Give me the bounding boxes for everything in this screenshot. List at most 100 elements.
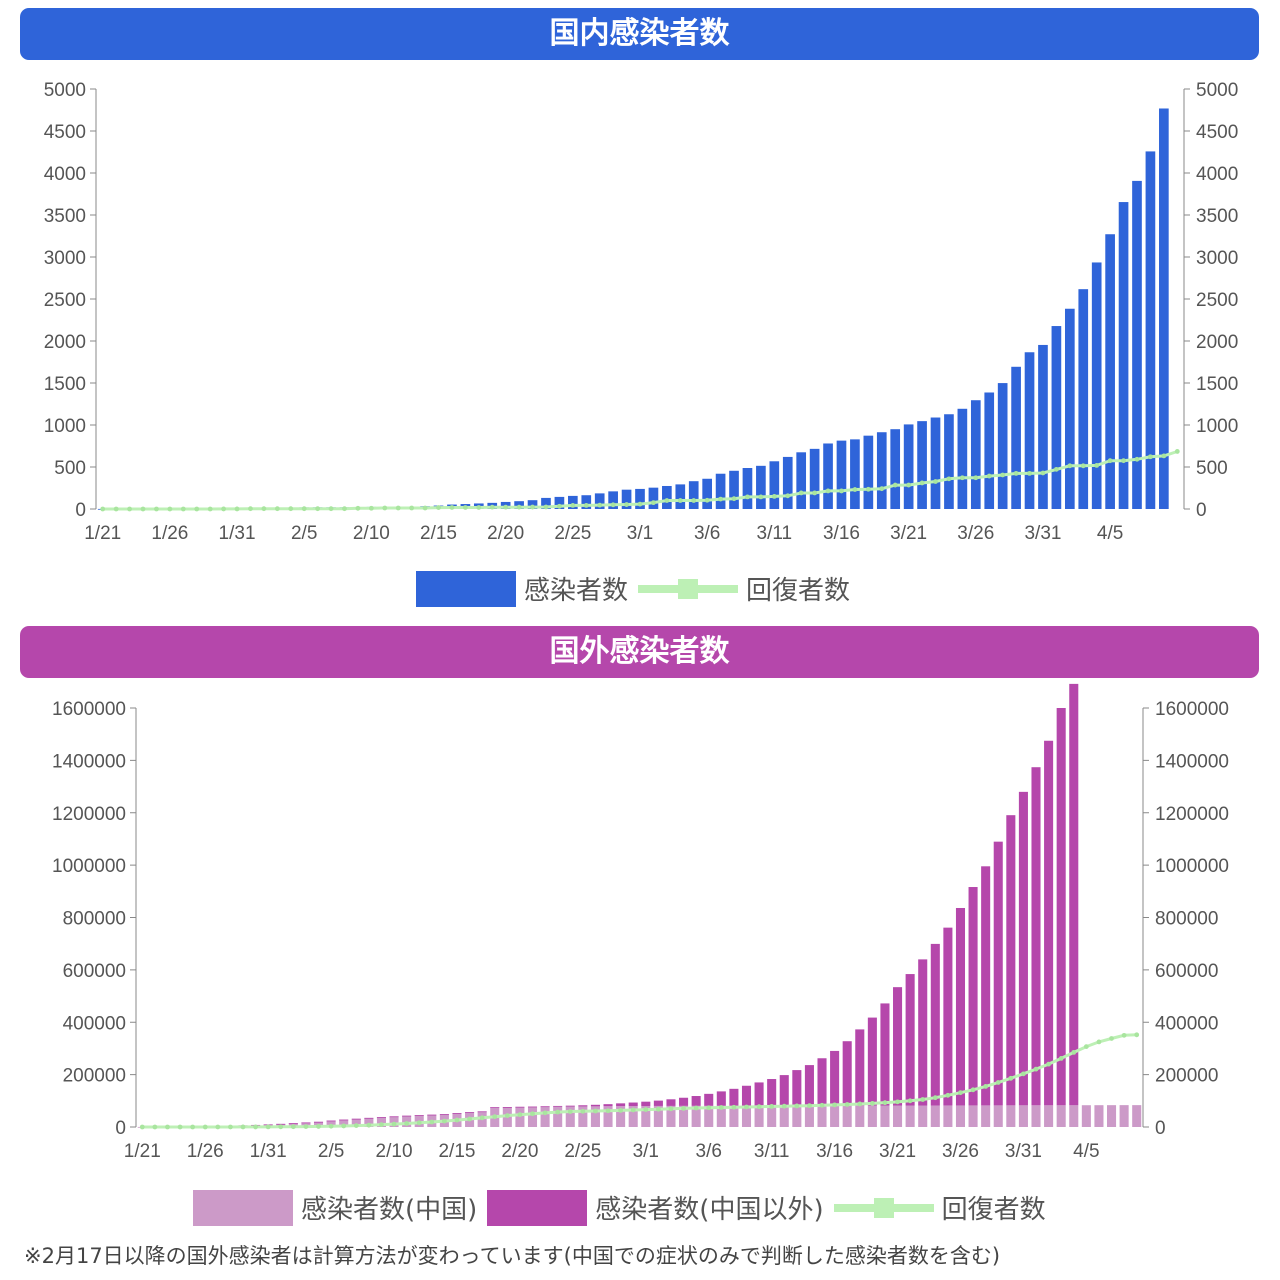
- international-bar-0-73: [1056, 1105, 1066, 1127]
- international-recovered-point-3: [177, 1124, 183, 1130]
- domestic-bar-0-32: [527, 500, 538, 509]
- international-bar-0-74: [1069, 1105, 1079, 1127]
- international-bar-1-64: [943, 927, 953, 1106]
- domestic-recovered-point-13: [274, 506, 280, 512]
- domestic-recovered-point-14: [288, 506, 294, 512]
- domestic-recovered-point-38: [610, 502, 616, 508]
- international-bar-0-68: [993, 1105, 1003, 1127]
- international-bar-1-36: [590, 1104, 600, 1107]
- domestic-recovered-point-7: [194, 506, 200, 512]
- domestic-recovered-point-1: [113, 506, 119, 512]
- international-chart-title: 国外感染者数: [20, 626, 1259, 678]
- domestic-bar-0-33: [541, 497, 551, 509]
- international-bar-1-21: [402, 1115, 412, 1117]
- domestic-bar-0-37: [594, 493, 605, 509]
- domestic-recovered-point-27: [462, 505, 468, 510]
- international-recovered-point-30: [517, 1112, 523, 1118]
- international-recovered-point-18: [366, 1122, 372, 1128]
- domestic-bar-0-51: [782, 456, 793, 509]
- international-bar-0-37: [603, 1106, 613, 1127]
- legend-swatch-china[interactable]: [193, 1189, 293, 1226]
- international-recovered-point-1: [152, 1124, 158, 1130]
- international-recovered-point-76: [1096, 1039, 1102, 1045]
- international-bar-0-50: [767, 1105, 777, 1127]
- domestic-recovered-point-53: [812, 490, 818, 496]
- international-recovered-point-41: [655, 1106, 661, 1112]
- international-y-tick-label-right: 0: [1155, 1118, 1166, 1139]
- domestic-x-tick-label: 4/5: [1097, 523, 1123, 544]
- domestic-recovered-point-10: [234, 506, 240, 512]
- international-bar-1-14: [313, 1121, 324, 1123]
- international-bar-0-62: [918, 1105, 928, 1127]
- international-bar-1-65: [955, 907, 966, 1106]
- international-y-tick-label-left: 600000: [63, 961, 126, 982]
- international-recovered-point-61: [907, 1098, 913, 1104]
- international-bar-1-60: [893, 987, 903, 1106]
- international-bar-0-42: [666, 1105, 676, 1127]
- international-recovered-point-69: [1008, 1075, 1014, 1081]
- international-recovered-point-52: [794, 1103, 800, 1109]
- domestic-x-tick-label: 1/26: [151, 523, 188, 544]
- domestic-recovered-point-36: [583, 502, 589, 508]
- domestic-x-tick-label: 2/15: [420, 523, 457, 544]
- domestic-recovered-point-59: [892, 482, 898, 488]
- legend-swatch-cases[interactable]: [416, 570, 516, 607]
- domestic-y-tick-label-left: 5000: [44, 80, 86, 101]
- international-bar-0-64: [943, 1105, 953, 1127]
- domestic-y-tick-label-right: 5000: [1196, 80, 1238, 101]
- domestic-recovered-point-8: [207, 506, 213, 512]
- legend-swatch-outside-china[interactable]: [487, 1189, 588, 1226]
- domestic-recovered-point-75: [1107, 458, 1113, 464]
- international-bar-0-72: [1044, 1105, 1054, 1127]
- international-x-tick-label: 3/21: [879, 1141, 916, 1162]
- domestic-recovered-point-28: [476, 505, 482, 510]
- international-bar-1-24: [439, 1114, 449, 1115]
- legend-swatch-recovered-intl[interactable]: [833, 1190, 934, 1226]
- domestic-bar-0-42: [662, 485, 672, 509]
- domestic-bar-0-57: [863, 435, 874, 509]
- international-y-tick-label-right: 1200000: [1155, 804, 1229, 825]
- international-bar-1-47: [729, 1088, 739, 1106]
- international-bar-1-16: [339, 1119, 349, 1121]
- international-bar-0-18: [364, 1117, 374, 1127]
- international-bar-1-17: [351, 1118, 361, 1120]
- international-recovered-point-25: [454, 1117, 460, 1123]
- international-recovered-point-10: [265, 1124, 271, 1130]
- domestic-bar-0-63: [944, 414, 954, 509]
- domestic-bar-0-65: [970, 400, 981, 509]
- international-recovered-point-54: [819, 1102, 825, 1108]
- domestic-x-tick-label: 3/31: [1024, 523, 1061, 544]
- domestic-bar-0-34: [554, 496, 565, 509]
- international-bar-1-38: [616, 1103, 626, 1107]
- domestic-bar-0-43: [675, 484, 686, 509]
- international-bar-0-66: [968, 1105, 978, 1127]
- international-recovered-point-51: [781, 1103, 787, 1109]
- domestic-bar-0-61: [917, 421, 927, 509]
- domestic-y-tick-label-left: 2000: [44, 332, 86, 353]
- international-bar-1-33: [553, 1105, 563, 1107]
- international-x-tick-label: 1/21: [124, 1141, 161, 1162]
- international-y-tick-label-right: 400000: [1155, 1013, 1218, 1034]
- domestic-recovered-point-9: [221, 506, 227, 512]
- legend-swatch-recovered[interactable]: [638, 571, 739, 607]
- international-recovered-point-31: [530, 1111, 535, 1117]
- international-recovered-point-12: [290, 1124, 296, 1130]
- domestic-recovered-point-54: [825, 488, 831, 494]
- domestic-x-tick-label: 3/26: [957, 523, 994, 544]
- international-x-tick-label: 3/26: [942, 1141, 979, 1162]
- international-bar-0-38: [616, 1106, 626, 1127]
- international-bar-1-13: [301, 1122, 311, 1124]
- international-bar-0-43: [679, 1105, 689, 1127]
- domestic-recovered-point-12: [261, 506, 267, 512]
- domestic-bar-0-66: [984, 392, 995, 509]
- domestic-y-tick-label-right: 500: [1196, 458, 1228, 479]
- domestic-bar-0-36: [581, 495, 592, 509]
- domestic-recovered-point-57: [865, 486, 871, 492]
- international-recovered-point-2: [165, 1124, 170, 1130]
- legend-label-cases: 感染者数: [524, 576, 629, 606]
- international-recovered-point-7: [228, 1124, 233, 1130]
- international-bar-1-63: [930, 943, 940, 1106]
- domestic-legend: 感染者数 回復者数: [416, 570, 860, 607]
- international-recovered-point-63: [932, 1095, 938, 1101]
- domestic-recovered-point-67: [1000, 472, 1006, 478]
